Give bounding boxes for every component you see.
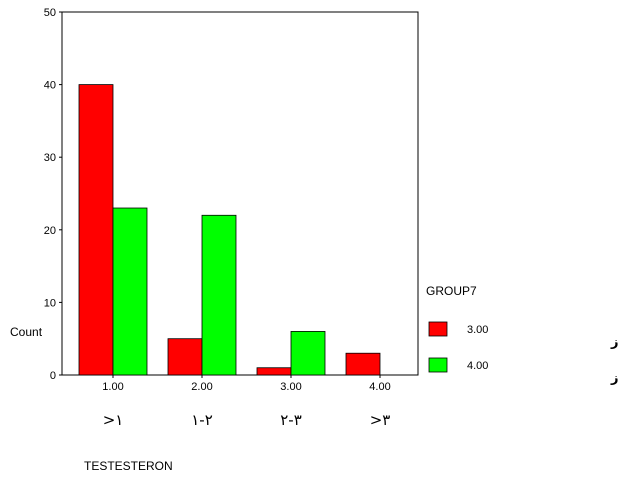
x-category-sublabel: ۲-۳ xyxy=(280,411,302,429)
y-tick-label: 0 xyxy=(50,370,56,382)
legend-swatch-3.00 xyxy=(428,321,448,337)
legend-value-4.00: 4.00 xyxy=(467,360,488,372)
bars xyxy=(78,84,415,376)
legend-label-4.00: زنان غیرسنگ ساز xyxy=(610,370,618,386)
legend-value-3.00: 3.00 xyxy=(467,324,488,336)
x-axis: 1.00 >۱ 2.00 ۱-۲ 3.00 ۲-۳ 4.00 >۳ xyxy=(102,375,391,429)
legend: GROUP7 3.00 زنان سنگ سا ز 4.00 زنان غیرسنگ … xyxy=(426,284,618,386)
bar-4.00-2.00 xyxy=(201,214,237,376)
y-tick-label: 10 xyxy=(44,297,56,309)
legend-label-3.00: زنان سنگ سا ز xyxy=(610,334,618,350)
bar-3.00-2.00 xyxy=(167,338,203,376)
bar-4.00-1.00 xyxy=(112,207,148,376)
bar-3.00-4.00 xyxy=(345,352,381,376)
x-category-sublabel: ۱-۲ xyxy=(191,411,213,429)
y-axis-label: Count xyxy=(10,325,43,339)
y-axis: 0 10 20 30 40 50 xyxy=(44,7,62,382)
x-category-sublabel: >۳ xyxy=(370,411,391,429)
x-tick-label: 3.00 xyxy=(280,381,301,393)
y-tick-label: 20 xyxy=(44,225,56,237)
x-category-sublabel: >۱ xyxy=(103,411,124,429)
bar-3.00-3.00 xyxy=(256,367,292,376)
x-tick-label: 2.00 xyxy=(191,381,212,393)
y-tick-label: 30 xyxy=(44,152,56,164)
legend-title: GROUP7 xyxy=(426,284,477,298)
y-tick-label: 50 xyxy=(44,7,56,19)
y-tick-label: 40 xyxy=(44,80,56,92)
bar-4.00-3.00 xyxy=(290,331,326,376)
legend-swatch-4.00 xyxy=(428,357,448,373)
x-tick-label: 4.00 xyxy=(369,381,390,393)
x-axis-label: TESTESTERON xyxy=(84,459,173,473)
x-tick-label: 1.00 xyxy=(102,381,123,393)
bar-3.00-1.00 xyxy=(78,84,114,376)
